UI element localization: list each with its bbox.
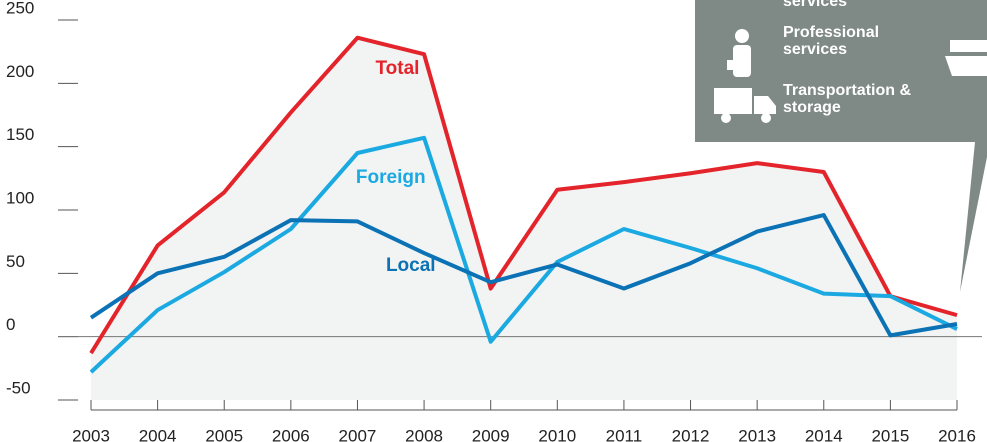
callout: services Professional services Transport… xyxy=(695,0,987,292)
y-tick-label: 0 xyxy=(6,315,15,334)
x-tick-label: 2004 xyxy=(139,426,177,442)
y-tick-label: 50 xyxy=(6,252,25,271)
callout-label: Professional services xyxy=(783,24,880,58)
y-tick-label: 100 xyxy=(6,188,34,207)
x-tick-label: 2009 xyxy=(472,426,510,442)
x-tick-label: 2016 xyxy=(938,426,976,442)
x-tick-label: 2005 xyxy=(205,426,243,442)
line xyxy=(89,35,958,355)
person-icon xyxy=(727,29,751,77)
x-tick-label: 2012 xyxy=(672,426,710,442)
y-tick-label: 150 xyxy=(6,125,34,144)
y-tick-label: 250 xyxy=(6,0,34,17)
x-tick-label: 2014 xyxy=(805,426,843,442)
y-tick-label: 200 xyxy=(6,62,34,81)
callout-label-wrap: Transportation & storage xyxy=(783,82,912,116)
x-tick-label: 2003 xyxy=(72,426,110,442)
y-tick-label: -50 xyxy=(6,378,31,397)
truck-icon xyxy=(714,88,776,123)
callout-label: Transportation & storage xyxy=(783,82,912,116)
series-label: Foreign xyxy=(356,167,426,188)
callout-box xyxy=(695,0,987,292)
callout-label-wrap: Professional services xyxy=(783,24,880,58)
callout-label: services xyxy=(783,0,847,10)
series-label: Local xyxy=(386,255,436,276)
x-tick-label: 2007 xyxy=(339,426,377,442)
area xyxy=(91,37,957,400)
line xyxy=(89,135,958,374)
x-tick-label: 2010 xyxy=(538,426,576,442)
x-tick-label: 2011 xyxy=(606,426,643,442)
x-tick-label: 2006 xyxy=(272,426,310,442)
x-tick-label: 2008 xyxy=(405,426,443,442)
series-label: Total xyxy=(375,58,419,79)
line xyxy=(89,213,958,338)
x-tick-label: 2013 xyxy=(738,426,776,442)
ship-icon xyxy=(945,40,987,76)
x-tick-label: 2015 xyxy=(871,426,909,442)
